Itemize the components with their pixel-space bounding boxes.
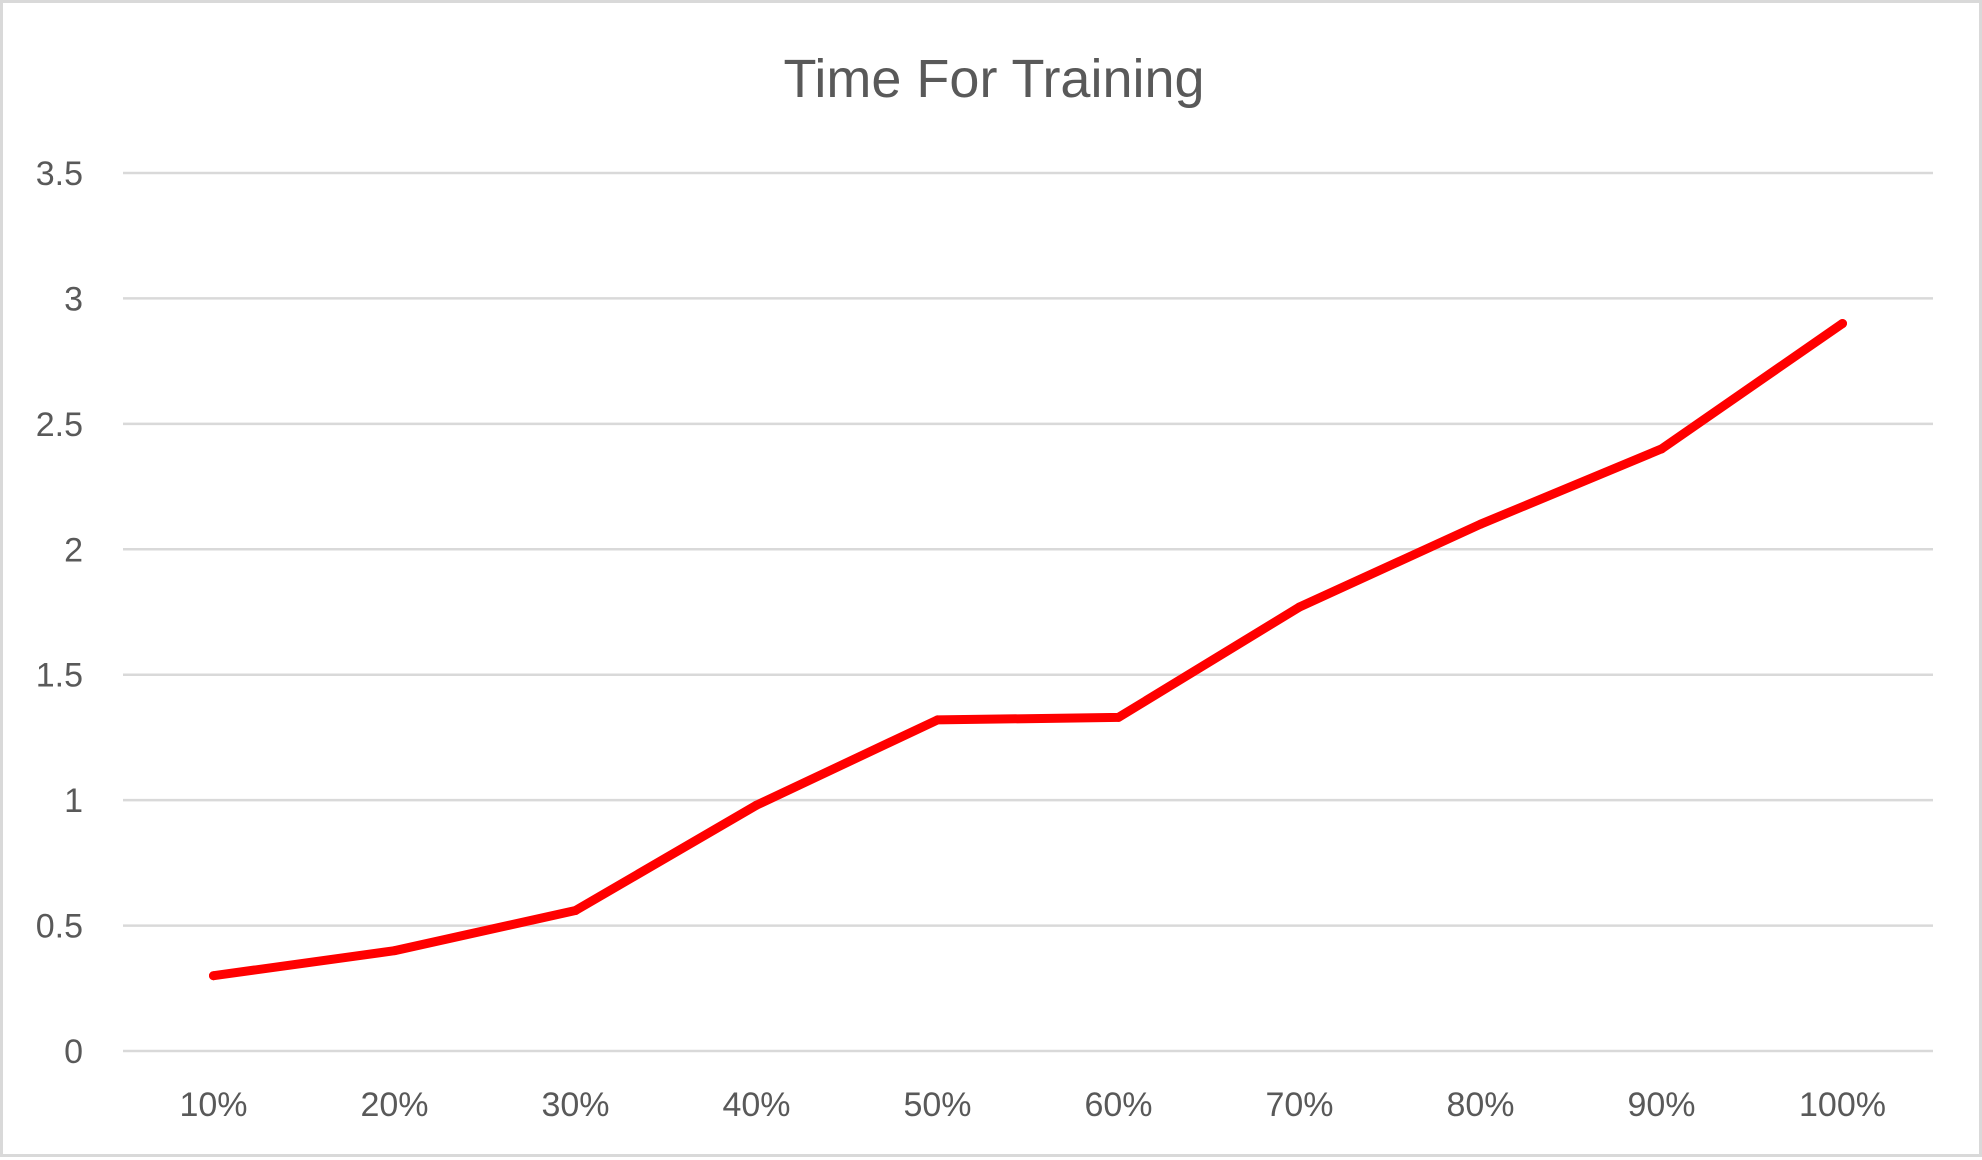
x-tick-label: 60%: [1084, 1086, 1152, 1124]
data-point: [1295, 602, 1304, 612]
y-tick-label: 0: [64, 1033, 83, 1071]
data-point: [752, 800, 761, 810]
y-tick-label: 1.5: [36, 657, 83, 695]
x-tick-label: 90%: [1627, 1086, 1695, 1124]
x-tick-label: 20%: [360, 1086, 428, 1124]
data-point: [1838, 319, 1847, 329]
x-tick-label: 70%: [1265, 1086, 1333, 1124]
x-tick-label: 40%: [722, 1086, 790, 1124]
line-chart: Time For Training 0 0.5 1 1.5 2 2.5 3 3.5 10% 20…: [36, 49, 1933, 1124]
y-tick-label: 3.5: [36, 155, 83, 193]
chart-title: Time For Training: [783, 49, 1204, 109]
y-tick-label: 1: [64, 782, 83, 820]
y-tick-label: 2.5: [36, 406, 83, 444]
x-axis-ticks: 10% 20% 30% 40% 50% 60% 70% 80% 90% 100%: [179, 1086, 1886, 1124]
x-tick-label: 50%: [903, 1086, 971, 1124]
data-point: [933, 715, 942, 725]
data-point: [571, 906, 580, 916]
data-point: [1476, 519, 1485, 529]
series-group: [209, 319, 1847, 981]
y-tick-label: 3: [64, 280, 83, 318]
data-point: [1657, 444, 1666, 454]
gridlines: [123, 171, 1933, 1053]
y-tick-label: 0.5: [36, 908, 83, 946]
data-point: [390, 946, 399, 956]
x-tick-label: 100%: [1799, 1086, 1886, 1124]
y-axis-ticks: 0 0.5 1 1.5 2 2.5 3 3.5: [36, 155, 83, 1071]
x-tick-label: 80%: [1446, 1086, 1514, 1124]
x-tick-label: 30%: [541, 1086, 609, 1124]
series-line: [209, 319, 1847, 981]
data-point: [209, 971, 218, 981]
x-tick-label: 10%: [179, 1086, 247, 1124]
y-tick-label: 2: [64, 531, 83, 569]
data-point: [1114, 712, 1123, 722]
